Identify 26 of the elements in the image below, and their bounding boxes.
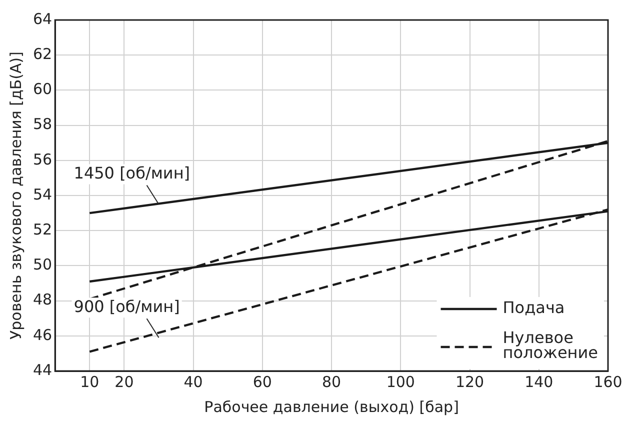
- y-tick-label: 60: [32, 80, 52, 98]
- y-tick-label: 46: [32, 326, 52, 344]
- y-tick-label: 44: [32, 360, 52, 379]
- y-tick-label: 64: [32, 10, 52, 28]
- x-axis-title: Рабочее давление (выход) [бар]: [204, 398, 459, 416]
- x-tick-label: 100: [386, 372, 415, 391]
- x-tick-label: 160: [594, 372, 622, 391]
- x-tick-label: 20: [114, 372, 134, 391]
- x-tick-label: 80: [322, 372, 342, 391]
- y-tick-label: 48: [32, 290, 52, 309]
- annotation: 900 [об/мин]: [74, 296, 180, 316]
- y-tick-label: 58: [32, 115, 52, 134]
- x-tick-label: 60: [252, 372, 272, 391]
- x-tick-label: 120: [455, 372, 484, 391]
- x-tick-label: 10: [80, 372, 100, 391]
- legend-label: Подача: [502, 298, 565, 318]
- y-tick-label: 50: [32, 256, 52, 274]
- y-tick-label: 54: [32, 185, 52, 204]
- x-tick-label: 40: [184, 372, 203, 391]
- y-axis-title: Уровень звукового давления [дБ(А)]: [6, 52, 25, 340]
- y-tick-label: 62: [32, 44, 52, 63]
- annotation: 1450 [об/мин]: [74, 163, 190, 182]
- y-tick-label: 52: [32, 220, 52, 238]
- legend-label: Нулевое положение: [502, 328, 598, 362]
- y-tick-label: 56: [32, 150, 52, 168]
- x-tick-label: 140: [524, 372, 554, 391]
